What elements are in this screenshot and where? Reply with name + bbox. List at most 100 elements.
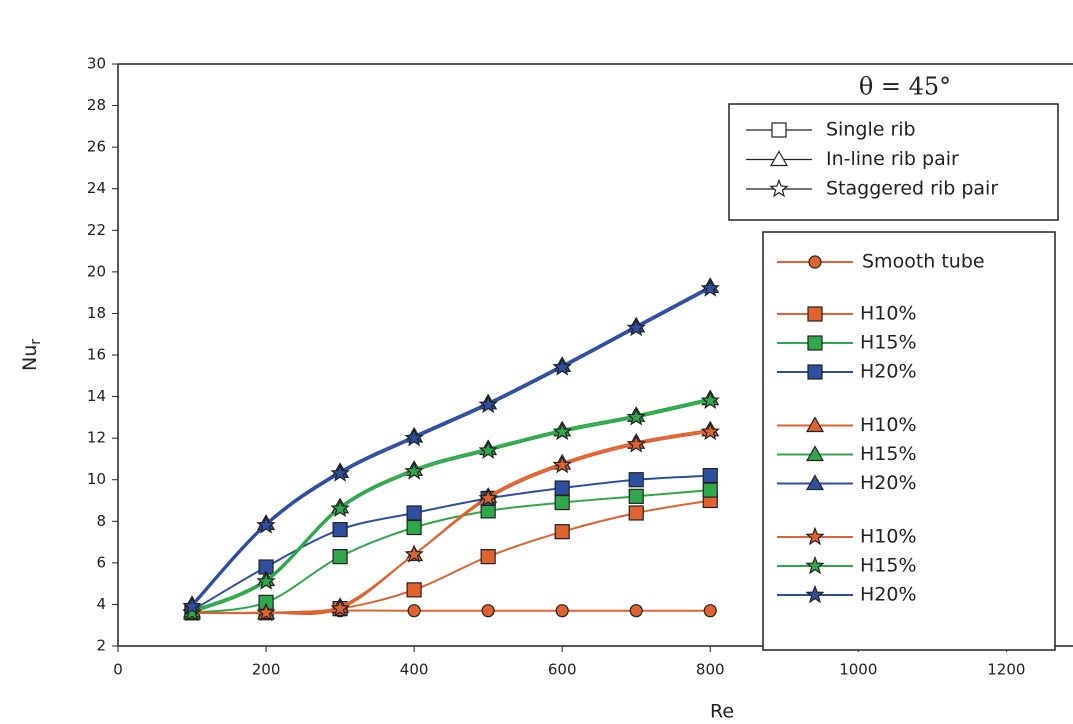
legend-label: H15% <box>860 555 917 577</box>
x-tick-label: 0 <box>113 661 123 679</box>
y-tick-label: 16 <box>87 346 106 364</box>
marker-star <box>330 598 350 617</box>
y-tick-label: 6 <box>96 553 106 571</box>
marker-star <box>404 427 424 447</box>
marker-star <box>700 421 720 441</box>
marker-square <box>771 122 787 138</box>
marker-square <box>702 467 718 484</box>
marker-star <box>256 602 276 621</box>
marker-star <box>805 526 825 546</box>
marker-star <box>478 440 498 459</box>
marker-star <box>700 278 720 297</box>
marker-triangle <box>805 445 825 462</box>
y-tick-label: 18 <box>87 304 106 322</box>
x-tick-label: 1200 <box>987 661 1025 679</box>
y-label-sub: r <box>28 339 44 345</box>
marker-star <box>478 488 498 507</box>
marker-square <box>554 480 570 496</box>
marker-circle <box>481 604 495 618</box>
y-tick-label: 10 <box>87 470 106 488</box>
y-label-main: Nu <box>19 345 41 371</box>
marker-circle <box>407 604 421 618</box>
plot <box>182 277 720 621</box>
y-tick-label: 14 <box>87 387 106 405</box>
marker-square <box>628 505 644 521</box>
marker-square <box>332 549 348 565</box>
marker-star <box>256 571 276 590</box>
marker-square <box>406 582 422 598</box>
x-tick-label: 200 <box>252 661 281 679</box>
marker-star <box>552 454 572 474</box>
y-tick-label: 20 <box>87 262 106 280</box>
marker-circle <box>555 604 569 618</box>
legend-label: H20% <box>860 584 917 606</box>
x-tick-label: 800 <box>696 661 725 679</box>
marker-triangle <box>805 416 825 433</box>
legend-label: H10% <box>860 414 917 436</box>
series-line <box>192 430 711 616</box>
legend-label: Staggered rib pair <box>826 178 998 200</box>
marker-star <box>478 394 498 414</box>
marker-star <box>700 390 720 409</box>
marker-star <box>182 596 202 615</box>
y-tick-label: 30 <box>87 55 106 73</box>
x-tick-label: 1000 <box>839 661 877 679</box>
marker-triangle <box>769 150 789 167</box>
marker-star <box>626 317 646 337</box>
x-tick-label: 400 <box>400 661 429 679</box>
marker-star <box>805 584 825 604</box>
marker-star <box>552 357 572 376</box>
marker-star <box>330 498 350 518</box>
x-tick-label: 600 <box>548 661 577 679</box>
legend-label: H10% <box>860 526 917 548</box>
marker-square <box>628 472 644 488</box>
legend-label: H15% <box>860 332 917 354</box>
marker-square <box>554 524 570 540</box>
marker-square <box>406 505 422 521</box>
legend-label: H10% <box>860 303 917 325</box>
legend-label: Single rib <box>826 119 916 141</box>
marker-circle <box>629 604 643 618</box>
marker-star <box>256 515 276 534</box>
series-legend-box <box>762 231 1056 651</box>
marker-square <box>628 488 644 504</box>
legend-label: Smooth tube <box>862 251 985 273</box>
marker-square <box>406 519 422 536</box>
legend-label: In-line rib pair <box>826 148 959 170</box>
y-tick-label: 8 <box>96 512 106 530</box>
marker-triangle <box>805 474 825 491</box>
marker-star <box>626 434 646 453</box>
y-tick-label: 26 <box>87 138 106 156</box>
marker-star <box>404 461 424 480</box>
marker-star <box>552 421 572 441</box>
annotation: θ = 45° <box>859 73 951 101</box>
marker-star <box>805 555 825 575</box>
y-tick-label: 2 <box>96 637 106 655</box>
legend-label: H15% <box>860 443 917 465</box>
y-tick-label: 28 <box>87 96 106 114</box>
y-tick-label: 22 <box>87 221 106 239</box>
marker-star <box>626 407 646 426</box>
y-tick-label: 12 <box>87 429 106 447</box>
y-axis-label: Nur <box>19 339 45 371</box>
marker-star <box>182 602 202 621</box>
marker-star <box>404 544 424 563</box>
marker-star <box>330 463 350 482</box>
legend-label: H20% <box>860 472 917 494</box>
marker-square <box>480 549 496 565</box>
y-tick-label: 4 <box>96 595 106 613</box>
x-axis-label: Re <box>710 701 734 723</box>
marker-square <box>807 335 823 351</box>
y-tick-label: 24 <box>87 179 106 197</box>
marker-circle <box>808 255 822 269</box>
marker-square <box>554 494 570 511</box>
marker-square <box>332 521 348 538</box>
marker-star <box>769 178 789 198</box>
legend-label: H20% <box>860 361 917 383</box>
marker-square <box>702 482 718 498</box>
marker-circle <box>703 604 717 618</box>
marker-square <box>807 306 823 322</box>
marker-square <box>807 364 823 380</box>
